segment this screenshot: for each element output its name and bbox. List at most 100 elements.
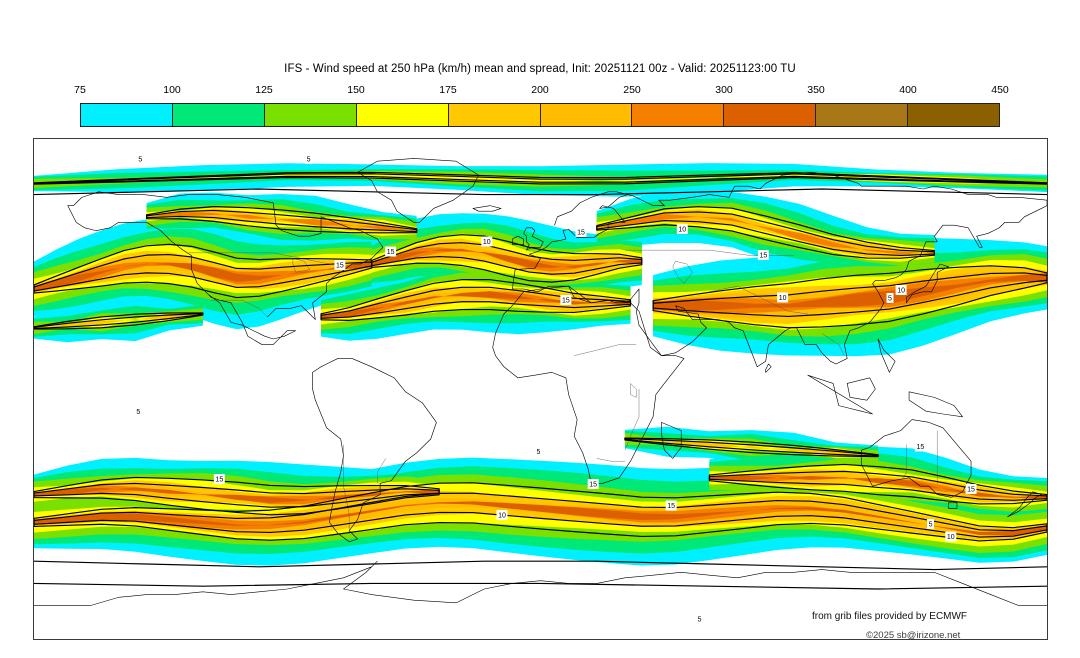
colorbar-tick-250: 250 bbox=[623, 84, 641, 96]
coastline bbox=[313, 358, 437, 541]
colorbar-tick-200: 200 bbox=[531, 84, 549, 96]
spread-contour-layer bbox=[34, 172, 1047, 589]
colorbar bbox=[80, 103, 1000, 127]
contour-label: 10 bbox=[945, 531, 957, 542]
spread-contour bbox=[321, 287, 630, 318]
colorbar-band-200-250 bbox=[540, 104, 633, 126]
colorbar-tick-350: 350 bbox=[807, 84, 825, 96]
contour-label: 5 bbox=[136, 154, 144, 164]
contour-label-layer: 5 5 15 10 15 15 10 15 10 5 10 15 10 15 15 15 5 5 15 5 10 5 15 bbox=[134, 154, 977, 624]
windspeed-band-150-175 bbox=[34, 171, 1047, 185]
svg-text:15: 15 bbox=[916, 444, 924, 451]
svg-text:10: 10 bbox=[498, 512, 506, 519]
svg-text:15: 15 bbox=[215, 476, 223, 483]
contour-label: 15 bbox=[965, 484, 977, 494]
colorbar-band-350-400 bbox=[816, 104, 909, 126]
svg-text:15: 15 bbox=[967, 486, 975, 493]
svg-text:10: 10 bbox=[483, 239, 491, 246]
contour-label: 5 bbox=[886, 292, 894, 303]
coastline bbox=[358, 158, 479, 222]
svg-text:15: 15 bbox=[759, 252, 767, 259]
spread-contour bbox=[372, 243, 642, 275]
coastline bbox=[524, 228, 544, 250]
svg-text:5: 5 bbox=[307, 156, 311, 163]
colorbar-tick-175: 175 bbox=[439, 84, 457, 96]
svg-text:5: 5 bbox=[136, 409, 140, 416]
windspeed-band-300-350 bbox=[709, 475, 1047, 500]
colorbar-band-125-150 bbox=[264, 104, 357, 126]
svg-text:5: 5 bbox=[537, 449, 541, 456]
colorbar-tick-75: 75 bbox=[74, 84, 86, 96]
windspeed-band-300-350 bbox=[34, 260, 372, 292]
contour-label: 15 bbox=[587, 479, 599, 489]
svg-text:15: 15 bbox=[577, 229, 585, 236]
spread-contour bbox=[34, 174, 1047, 184]
windspeed-band-250-300 bbox=[34, 261, 372, 291]
spread-contour bbox=[34, 313, 203, 329]
colorbar-tick-450: 450 bbox=[991, 84, 1009, 96]
svg-text:5: 5 bbox=[929, 521, 933, 528]
colorbar-band-175-200 bbox=[448, 104, 541, 126]
contour-label: 5 bbox=[305, 154, 313, 164]
contour-label: 15 bbox=[213, 474, 225, 485]
svg-text:5: 5 bbox=[698, 616, 702, 623]
colorbar-tick-labels: 75 100 125 150 175 200 250 300 350 400 450 bbox=[74, 84, 1009, 100]
svg-text:10: 10 bbox=[897, 287, 905, 294]
spread-contour bbox=[709, 471, 1047, 500]
contour-label: 15 bbox=[385, 246, 397, 257]
windspeed-band-175-200 bbox=[624, 437, 879, 458]
contour-label: 5 bbox=[927, 518, 935, 529]
spread-contour bbox=[34, 583, 1047, 589]
spread-contour bbox=[709, 464, 1047, 504]
coastline bbox=[512, 172, 1047, 366]
credit-source: from grib files provided by ECMWF bbox=[812, 611, 968, 622]
spread-contour bbox=[34, 172, 1047, 184]
spread-contour bbox=[34, 314, 203, 329]
colorbar-band-100-125 bbox=[172, 104, 265, 126]
colorbar-band-400-450 bbox=[908, 104, 1000, 126]
spread-contour bbox=[321, 280, 630, 321]
svg-text:10: 10 bbox=[779, 295, 787, 302]
colorbar-band-150-175 bbox=[356, 104, 449, 126]
coastline bbox=[909, 392, 962, 417]
contour-label: 5 bbox=[134, 406, 142, 417]
windspeed-band-300-350 bbox=[371, 248, 642, 268]
coastline bbox=[878, 339, 895, 372]
border-line bbox=[293, 258, 310, 272]
credit-copyright: ©2025 sb@irizone.net bbox=[866, 630, 961, 641]
coastline bbox=[68, 206, 296, 345]
spread-contour bbox=[372, 235, 642, 282]
windspeed-band-300-350 bbox=[34, 487, 440, 503]
colorbar-tick-150: 150 bbox=[347, 84, 365, 96]
windspeed-band-300-350 bbox=[34, 501, 1047, 536]
spread-contour bbox=[34, 477, 439, 514]
spread-contour bbox=[34, 561, 1047, 569]
svg-text:5: 5 bbox=[138, 156, 142, 163]
colorbar-tick-400: 400 bbox=[899, 84, 917, 96]
border-line bbox=[597, 458, 625, 461]
windspeed-band-300-350 bbox=[653, 273, 1047, 312]
windspeed-band-200-250 bbox=[321, 291, 631, 317]
contour-label: 15 bbox=[757, 250, 769, 261]
spread-contour bbox=[34, 244, 372, 297]
colorbar-bands bbox=[80, 103, 1000, 127]
contour-label: 15 bbox=[665, 500, 677, 511]
coastline bbox=[68, 192, 383, 320]
svg-text:10: 10 bbox=[678, 226, 686, 233]
spread-contour bbox=[34, 493, 1047, 537]
spread-contour bbox=[597, 212, 935, 256]
coastline bbox=[512, 236, 523, 244]
coastline bbox=[766, 364, 772, 372]
windspeed-fill-layer bbox=[34, 163, 1047, 566]
map-panel[interactable]: 5 5 15 10 15 15 10 15 10 5 10 15 10 15 15 15 5 5 15 5 10 5 15 bbox=[33, 138, 1048, 640]
contour-label: 10 bbox=[496, 510, 508, 520]
contour-label: 15 bbox=[334, 260, 346, 270]
border-line bbox=[625, 389, 639, 450]
spread-contour bbox=[34, 483, 439, 507]
page-title: IFS - Wind speed at 250 hPa (km/h) mean … bbox=[284, 63, 796, 75]
svg-text:15: 15 bbox=[562, 297, 570, 304]
spread-contour bbox=[34, 189, 1047, 195]
contour-label: 5 bbox=[696, 614, 704, 624]
map-canvas: 5 5 15 10 15 15 10 15 10 5 10 15 10 15 15 15 5 5 15 5 10 5 15 bbox=[34, 154, 1047, 624]
